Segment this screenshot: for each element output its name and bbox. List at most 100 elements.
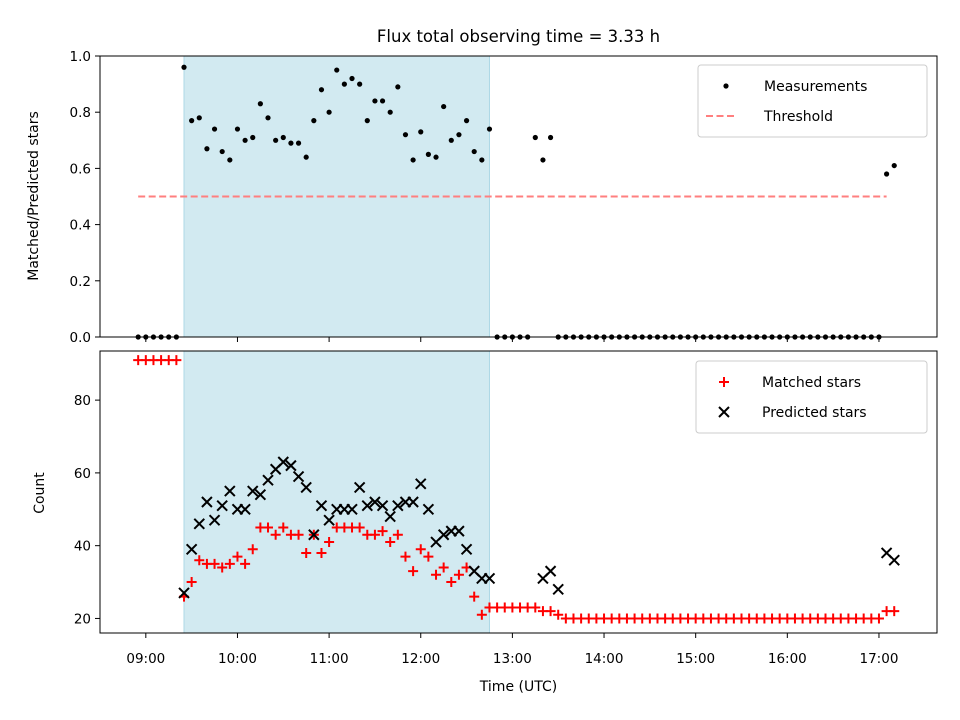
measurement-point xyxy=(273,137,279,143)
measurement-point xyxy=(463,118,470,124)
predicted-star-marker xyxy=(369,496,381,508)
predicted-star-marker xyxy=(353,481,366,494)
x-tick-label: 15:00 xyxy=(676,651,715,667)
chart-title: Flux total observing time = 3.33 h xyxy=(377,27,660,46)
predicted-star-marker xyxy=(422,503,435,515)
predicted-star-marker xyxy=(185,543,198,556)
matched-star-marker xyxy=(217,562,228,573)
x-axis-label: Time (UTC) xyxy=(479,679,557,695)
measurement-point xyxy=(387,109,393,115)
measurement-point xyxy=(547,134,554,141)
observing-window-shade xyxy=(183,350,490,634)
matched-star-marker xyxy=(324,537,335,548)
measurement-point xyxy=(448,137,454,143)
y-tick-label: 0.0 xyxy=(70,330,91,346)
y-tick-label: 0.4 xyxy=(70,218,91,234)
predicted-star-marker xyxy=(437,529,450,541)
predicted-star-marker xyxy=(262,474,274,486)
predicted-star-marker xyxy=(323,514,335,526)
predicted-star-marker xyxy=(346,503,358,515)
matched-star-marker xyxy=(270,529,281,540)
measurement-point xyxy=(265,115,271,121)
matched-star-marker xyxy=(431,569,442,580)
measurement-point xyxy=(311,118,317,124)
matched-star-marker xyxy=(377,526,388,537)
predicted-star-marker xyxy=(208,514,221,526)
matched-star-marker xyxy=(354,522,365,533)
measurement-point xyxy=(379,98,386,104)
y-tick-label: 0.8 xyxy=(70,105,91,121)
measurement-point xyxy=(280,134,286,141)
axes-frame xyxy=(99,55,938,338)
y-tick-label: 40 xyxy=(74,539,91,555)
matched-star-marker xyxy=(186,577,197,588)
matched-star-marker xyxy=(316,547,327,558)
measurement-point xyxy=(891,162,897,169)
axes-frame xyxy=(99,350,938,634)
matched-star-marker xyxy=(385,537,396,548)
predicted-star-marker xyxy=(376,499,389,512)
y-tick-label: 20 xyxy=(74,611,91,627)
matched-star-marker xyxy=(194,555,205,566)
measurement-point xyxy=(234,126,241,132)
x-tick-label: 09:00 xyxy=(126,651,165,667)
measurement-point xyxy=(418,129,424,135)
measurement-point xyxy=(364,118,370,124)
legend-box xyxy=(695,360,928,434)
matched-star-marker xyxy=(446,577,457,588)
matched-star-marker xyxy=(553,609,564,620)
matched-star-marker xyxy=(232,551,243,562)
matched-star-marker xyxy=(400,551,411,562)
predicted-star-marker xyxy=(247,485,259,497)
predicted-star-marker xyxy=(201,496,213,508)
predicted-star-marker xyxy=(415,478,427,490)
measurement-point xyxy=(540,157,546,163)
measurement-point xyxy=(211,126,218,132)
legend-box xyxy=(697,64,928,138)
predicted-star-marker xyxy=(460,543,473,556)
predicted-star-marker xyxy=(544,565,557,577)
measurement-point xyxy=(357,81,363,87)
matched-star-marker xyxy=(209,558,220,569)
predicted-star-marker xyxy=(292,470,305,483)
matched-star-marker xyxy=(240,558,251,569)
measurement-point xyxy=(303,154,309,160)
measurement-point xyxy=(204,146,210,152)
measurement-point xyxy=(341,81,347,87)
measurement-point xyxy=(196,115,202,121)
measurement-point xyxy=(441,103,447,110)
predicted-star-marker xyxy=(315,499,328,512)
matched-star-marker xyxy=(408,566,419,577)
x-tick-label: 16:00 xyxy=(768,651,807,667)
matched-star-marker xyxy=(530,602,541,613)
top-panel: 0.0 0.2 0.4 0.6 0.8 1.0 Measurements Threshold xyxy=(70,49,938,346)
predicted-star-marker xyxy=(239,503,251,515)
matched-star-marker xyxy=(889,606,900,617)
matched-star-marker xyxy=(263,522,274,533)
measurement-point xyxy=(532,134,538,141)
x-tick-label: 13:00 xyxy=(493,651,532,667)
measurement-point xyxy=(433,154,439,160)
predicted-star-marker xyxy=(300,481,312,494)
legend-marker xyxy=(719,377,729,387)
measurement-point xyxy=(326,109,332,115)
legend-label: Threshold xyxy=(763,109,833,125)
predicted-star-marker xyxy=(224,485,236,497)
measurement-point xyxy=(334,67,340,73)
measurement-point xyxy=(456,132,462,138)
predicted-star-marker xyxy=(254,489,267,501)
matched-star-marker xyxy=(301,547,312,558)
predicted-star-marker xyxy=(483,572,496,585)
measurement-point xyxy=(257,101,263,107)
matched-star-marker xyxy=(369,529,380,540)
measurement-point xyxy=(288,140,294,146)
predicted-star-marker xyxy=(384,510,396,523)
matched-star-marker xyxy=(423,551,434,562)
measurement-point xyxy=(227,157,233,163)
measurement-point xyxy=(425,151,431,157)
y-tick-label: 1.0 xyxy=(70,49,91,65)
measurement-point xyxy=(318,87,325,93)
matched-star-marker xyxy=(224,558,235,569)
x-tick-label: 12:00 xyxy=(401,651,440,667)
measurement-point xyxy=(181,64,187,70)
